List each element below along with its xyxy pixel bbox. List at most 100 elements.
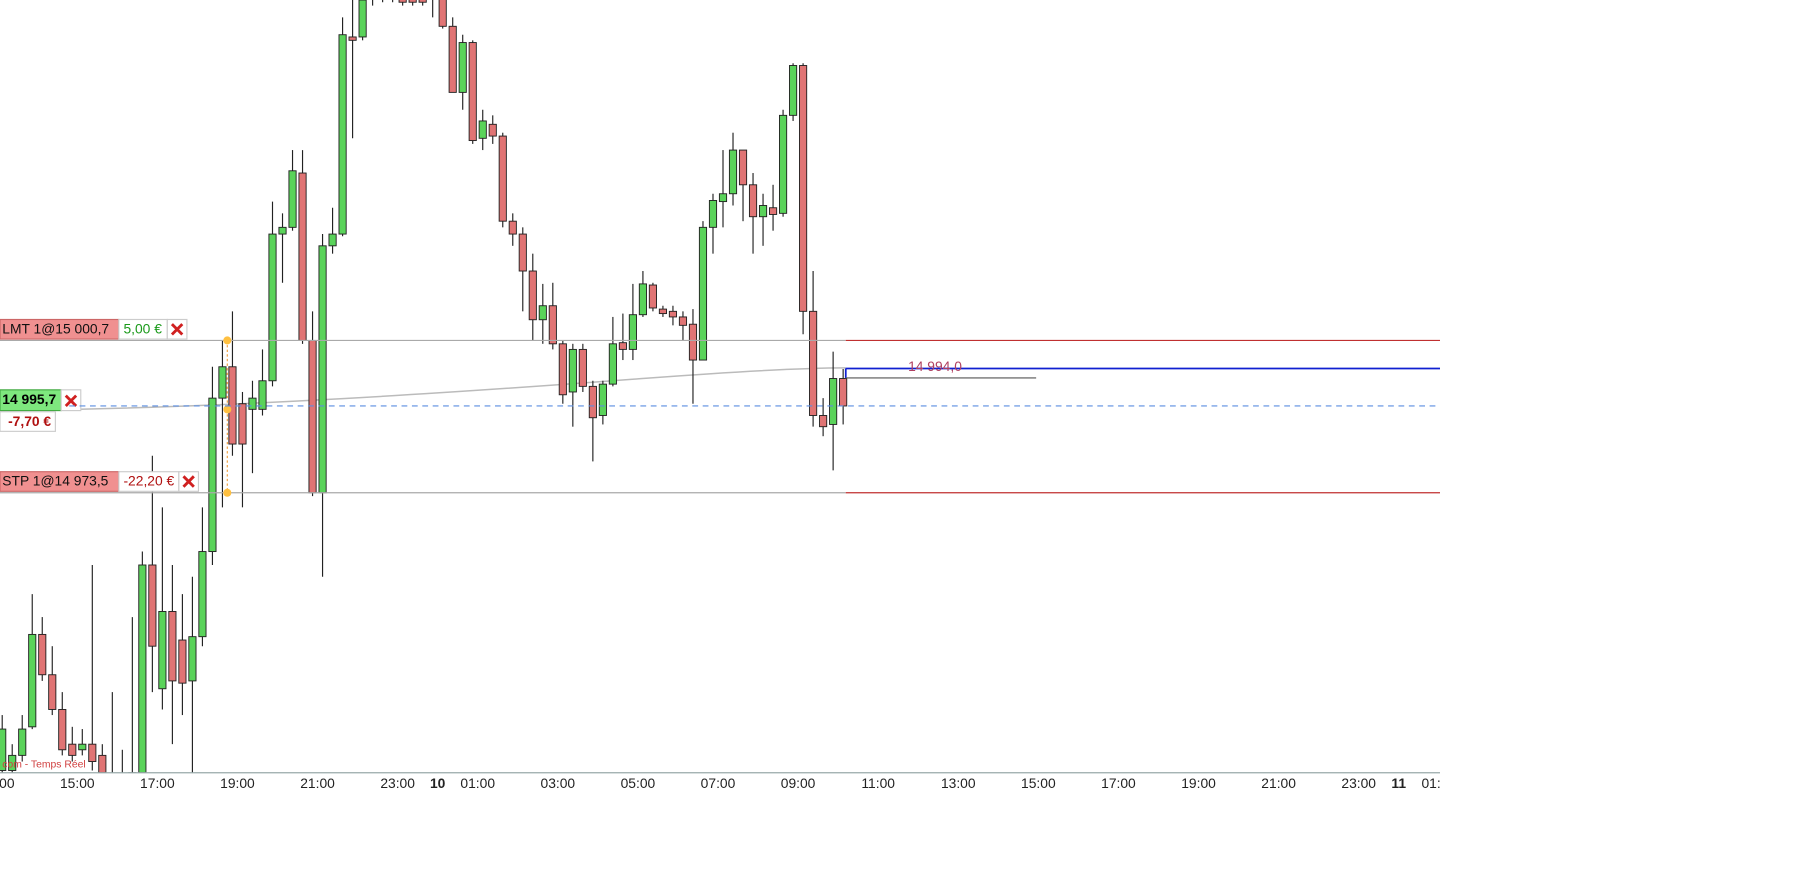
watermark: com - Temps Réel <box>2 759 85 770</box>
candle-body <box>188 636 197 682</box>
cancel-icon <box>170 323 184 336</box>
candle-body <box>618 342 627 350</box>
order-lmt[interactable]: LMT 1@15 000,7 5,00 € <box>0 318 188 340</box>
candle-body <box>728 149 738 195</box>
order-pnl: 5,00 € <box>123 321 162 337</box>
x-tick-label: 19:00 <box>1181 775 1216 791</box>
order-handle <box>223 336 232 345</box>
x-tick-label: 17:00 <box>140 775 175 791</box>
candle-body <box>408 0 417 3</box>
x-tick-label: 05:00 <box>621 775 656 791</box>
candle-body <box>799 65 808 312</box>
x-tick-label: 21:00 <box>1261 775 1296 791</box>
candle-body <box>538 305 547 321</box>
x-tick-label: 15:00 <box>1021 775 1056 791</box>
candle-body <box>829 378 838 425</box>
pnl-box <box>0 411 56 432</box>
moving-average <box>0 367 846 412</box>
candle-body <box>468 42 477 142</box>
candle-body <box>298 172 307 341</box>
candle-body <box>578 348 587 387</box>
candle-body <box>258 380 267 410</box>
candle-body <box>38 633 47 676</box>
candle-body <box>398 0 407 3</box>
candle-body <box>498 135 507 222</box>
x-tick-label: 13:00 <box>941 775 976 791</box>
candle-body <box>238 403 247 445</box>
candle-body <box>88 743 97 763</box>
candle-body <box>78 743 87 751</box>
position-label: 14 995,7 <box>2 391 56 407</box>
x-tick-label: 09:00 <box>781 775 816 791</box>
candle-body <box>178 639 187 684</box>
x-tick-label: 13:00 <box>0 775 15 791</box>
candle-body <box>758 205 768 218</box>
order-label: STP 1@14 973,5 <box>2 473 108 489</box>
candle-body <box>748 184 758 218</box>
candle-body <box>119 779 126 796</box>
x-tick-label: 17:00 <box>1101 775 1136 791</box>
candle-body <box>678 316 688 326</box>
x-tick-label: 07:00 <box>701 775 736 791</box>
candle-body <box>448 25 457 93</box>
candle-body <box>248 397 257 410</box>
x-tick-label: 23:00 <box>380 775 415 791</box>
candle-body <box>348 36 357 41</box>
candle-body <box>688 323 698 361</box>
candle-body <box>138 564 147 773</box>
candle-body <box>148 564 157 647</box>
candle-body <box>779 114 788 214</box>
candle-body <box>768 207 778 215</box>
candle-body <box>548 305 557 345</box>
candle-body <box>568 348 577 393</box>
candle-body <box>588 385 597 419</box>
candle-body <box>28 633 37 728</box>
candle-body <box>789 65 798 116</box>
candle-body <box>628 314 637 350</box>
candle-body <box>809 310 818 416</box>
candle-body <box>438 0 447 27</box>
candle-body <box>168 611 177 682</box>
candle-body <box>839 378 848 407</box>
candle-body <box>98 754 107 773</box>
order-handle <box>223 405 232 414</box>
candle-body <box>658 308 668 315</box>
candle-body <box>358 0 367 38</box>
candle-body <box>268 233 277 382</box>
x-tick-label: 11 <box>1391 775 1406 791</box>
candle-body <box>218 366 227 399</box>
candle-body <box>608 343 617 385</box>
candle-body <box>508 220 517 235</box>
candle-body <box>518 233 527 272</box>
candle-body <box>738 149 748 186</box>
candle-body <box>458 42 467 93</box>
candle-body <box>68 743 77 756</box>
candle-body <box>638 283 647 316</box>
candle-body <box>418 0 427 3</box>
candle-body <box>58 709 67 751</box>
candle-body <box>488 123 497 137</box>
x-tick-label: 01:00 <box>1421 775 1456 791</box>
cancel-icon <box>182 475 195 488</box>
plot-area <box>0 0 848 796</box>
candle-body <box>158 611 167 690</box>
candle-body <box>8 754 17 771</box>
order-stp[interactable]: STP 1@14 973,5 -22,20 € <box>0 471 200 492</box>
x-tick-label: 03:00 <box>541 775 576 791</box>
close-icon <box>64 394 78 407</box>
candle-body <box>48 674 57 710</box>
candle-body <box>318 245 327 494</box>
position[interactable]: 14 995,7 -7,70 € <box>0 389 82 432</box>
candle-body <box>478 120 487 139</box>
level-label: 14 994,0 <box>908 358 962 374</box>
candle-body <box>718 193 728 203</box>
x-tick-label: 15:00 <box>60 775 95 791</box>
candle-body <box>18 728 27 756</box>
candle-body <box>328 233 337 247</box>
candle-body <box>648 284 657 309</box>
candle-body <box>698 226 708 361</box>
x-tick-label: 19:00 <box>220 775 255 791</box>
candle-body <box>668 310 678 318</box>
